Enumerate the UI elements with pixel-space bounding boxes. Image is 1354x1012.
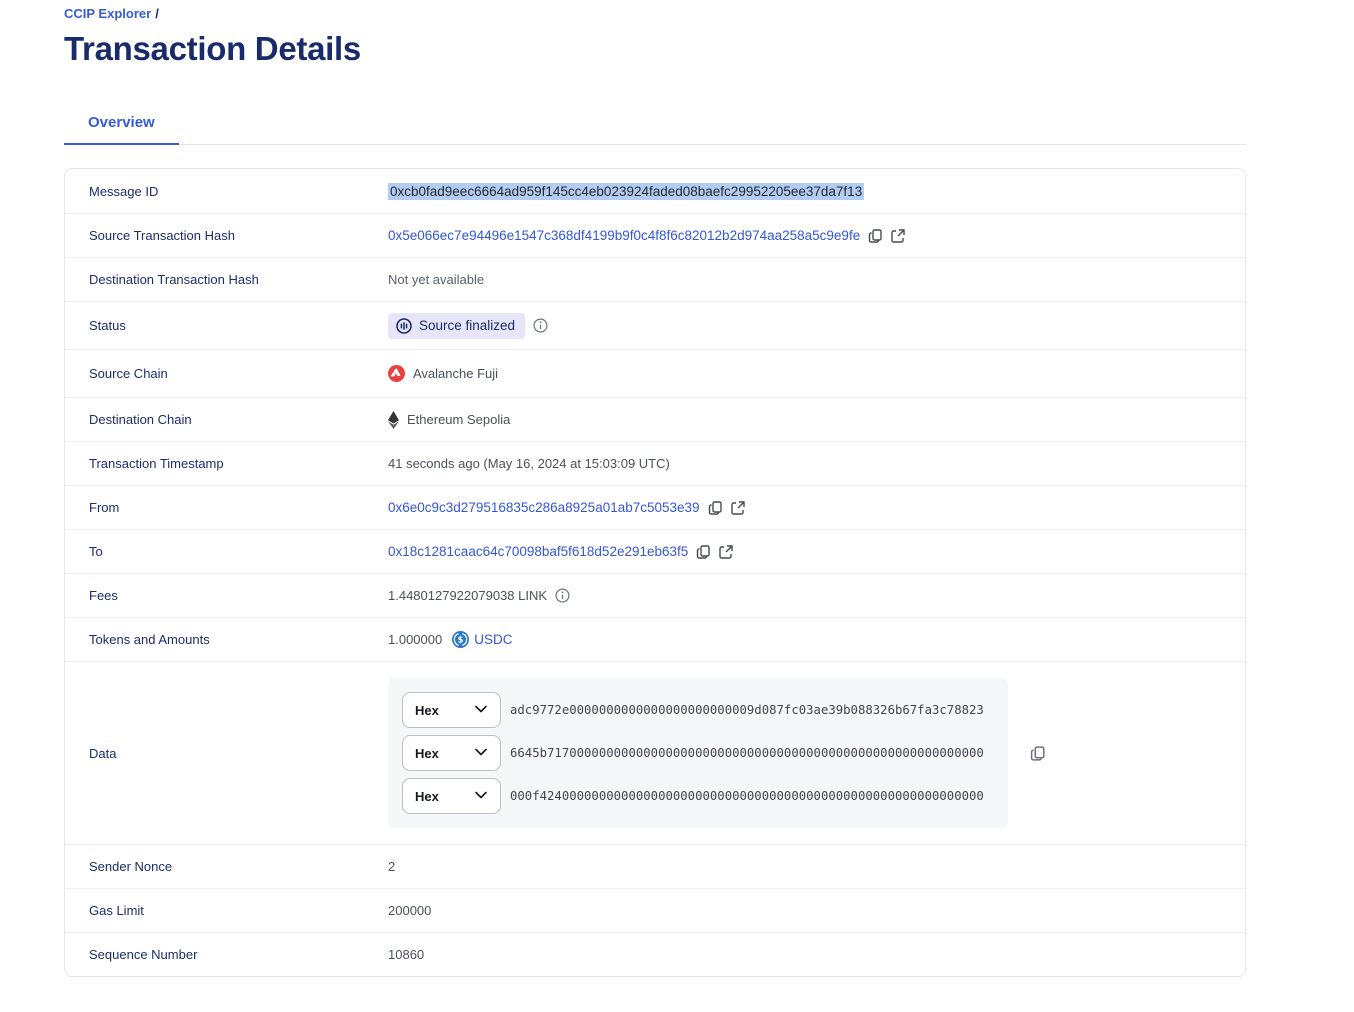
- hex-format-select-value: Hex: [415, 788, 439, 804]
- hex-format-select[interactable]: Hex: [402, 778, 501, 814]
- row-timestamp: Transaction Timestamp 41 seconds ago (Ma…: [65, 441, 1245, 485]
- row-dest-chain: Destination Chain Ethereum Sepolia: [65, 397, 1245, 441]
- chevron-down-icon: [474, 702, 488, 719]
- message-id-value: 0xcb0fad9eec6664ad959f145cc4eb023924fade…: [388, 182, 865, 200]
- copy-data-icon[interactable]: [1030, 745, 1047, 762]
- fees-label: Fees: [89, 588, 118, 603]
- row-to: To 0x18c1281caac64c70098baf5f618d52e291e…: [65, 529, 1245, 573]
- gas-limit-value: 200000: [388, 903, 432, 918]
- chevron-down-icon: [474, 788, 488, 805]
- sequence-number-value: 10860: [388, 947, 425, 962]
- dest-tx-hash-label: Destination Transaction Hash: [89, 272, 259, 287]
- sender-nonce-value: 2: [388, 859, 396, 874]
- data-label: Data: [89, 745, 117, 761]
- from-address-link[interactable]: 0x6e0c9c3d279516835c286a8925a01ab7c5053e…: [388, 500, 700, 515]
- status-badge: Source finalized: [388, 312, 526, 339]
- hex-format-select[interactable]: Hex: [402, 692, 501, 728]
- breadcrumb: CCIP Explorer /: [64, 6, 1246, 21]
- fees-info-icon[interactable]: [555, 588, 570, 603]
- tab-overview[interactable]: Overview: [64, 104, 179, 145]
- dest-chain-value: Ethereum Sepolia: [407, 412, 511, 427]
- external-link-icon[interactable]: [890, 228, 906, 244]
- gas-limit-label: Gas Limit: [89, 903, 144, 918]
- token-symbol-link[interactable]: USDC: [474, 632, 513, 647]
- copy-icon[interactable]: [708, 500, 724, 516]
- row-source-tx-hash: Source Transaction Hash 0x5e066ec7e94496…: [65, 213, 1245, 257]
- data-hex-line-1: adc9772e0000000000000000000000009d087fc0…: [510, 703, 984, 717]
- row-data: Data Hex adc9772e00000000000000000000000…: [65, 661, 1245, 844]
- status-badge-label: Source finalized: [419, 318, 516, 333]
- to-address-link[interactable]: 0x18c1281caac64c70098baf5f618d52e291eb63…: [388, 544, 689, 559]
- breadcrumb-separator: /: [155, 6, 159, 21]
- data-hex-line-2: 6645b71700000000000000000000000000000000…: [510, 746, 984, 760]
- data-line: Hex adc9772e0000000000000000000000009d08…: [402, 692, 994, 728]
- message-id-label: Message ID: [89, 183, 159, 199]
- ethereum-icon: [388, 410, 399, 429]
- sender-nonce-label: Sender Nonce: [89, 859, 173, 874]
- tab-bar: Overview: [64, 104, 1246, 145]
- status-in-progress-icon: [396, 317, 412, 334]
- hex-format-select-value: Hex: [415, 702, 439, 718]
- status-label: Status: [89, 318, 126, 333]
- page-title: Transaction Details: [64, 30, 361, 67]
- copy-icon[interactable]: [696, 544, 712, 560]
- fees-value: 1.4480127922079038 LINK: [388, 588, 548, 603]
- timestamp-value: 41 seconds ago (May 16, 2024 at 15:03:09…: [388, 456, 670, 471]
- dest-tx-hash-value: Not yet available: [388, 272, 485, 287]
- hex-format-select-value: Hex: [415, 745, 439, 761]
- external-link-icon[interactable]: [730, 500, 746, 516]
- row-source-chain: Source Chain Avalanche Fuji: [65, 349, 1245, 397]
- row-sequence-number: Sequence Number 10860: [65, 932, 1245, 976]
- transaction-details-table: Message ID 0xcb0fad9eec6664ad959f145cc4e…: [64, 168, 1246, 977]
- token-amount: 1.000000: [388, 632, 443, 647]
- to-label: To: [89, 544, 103, 559]
- timestamp-label: Transaction Timestamp: [89, 456, 224, 471]
- data-hex-box: Hex adc9772e0000000000000000000000009d08…: [388, 678, 1008, 828]
- hex-format-select[interactable]: Hex: [402, 735, 501, 771]
- avalanche-icon: [388, 365, 405, 382]
- page-container: CCIP Explorer / Transaction Details Overv…: [64, 0, 1246, 977]
- dest-chain-label: Destination Chain: [89, 412, 192, 427]
- data-hex-line-3: 000f424000000000000000000000000000000000…: [510, 789, 984, 803]
- tokens-label: Tokens and Amounts: [89, 632, 210, 647]
- source-chain-value: Avalanche Fuji: [413, 366, 499, 381]
- row-dest-tx-hash: Destination Transaction Hash Not yet ava…: [65, 257, 1245, 301]
- source-tx-hash-label: Source Transaction Hash: [89, 228, 235, 243]
- row-from: From 0x6e0c9c3d279516835c286a8925a01ab7c…: [65, 485, 1245, 529]
- row-sender-nonce: Sender Nonce 2: [65, 844, 1245, 888]
- source-chain-label: Source Chain: [89, 366, 168, 381]
- row-message-id: Message ID 0xcb0fad9eec6664ad959f145cc4e…: [65, 169, 1245, 213]
- breadcrumb-ccip-explorer-link[interactable]: CCIP Explorer: [64, 6, 152, 21]
- row-gas-limit: Gas Limit 200000: [65, 888, 1245, 932]
- data-line: Hex 000f42400000000000000000000000000000…: [402, 778, 994, 814]
- status-info-icon[interactable]: [533, 318, 548, 333]
- usdc-icon: [452, 631, 470, 648]
- row-status: Status Source finalized: [65, 301, 1245, 349]
- sequence-number-label: Sequence Number: [89, 947, 198, 962]
- data-line: Hex 6645b7170000000000000000000000000000…: [402, 735, 994, 771]
- external-link-icon[interactable]: [718, 544, 734, 560]
- source-tx-hash-link[interactable]: 0x5e066ec7e94496e1547c368df4199b9f0c4f8f…: [388, 228, 861, 243]
- row-fees: Fees 1.4480127922079038 LINK: [65, 573, 1245, 617]
- chevron-down-icon: [474, 745, 488, 762]
- copy-icon[interactable]: [868, 228, 884, 244]
- row-tokens: Tokens and Amounts 1.000000 USDC: [65, 617, 1245, 661]
- from-label: From: [89, 500, 120, 515]
